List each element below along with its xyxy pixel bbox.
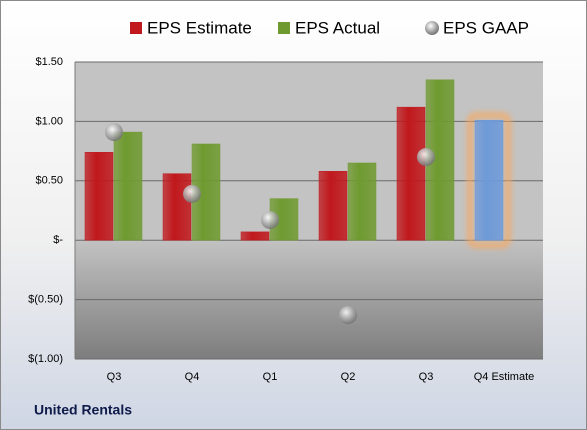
- x-tick-label: Q4 Estimate: [474, 371, 535, 383]
- x-tick-label: Q1: [263, 371, 278, 383]
- bar-glow: [467, 112, 511, 249]
- gaap-marker: [339, 306, 357, 325]
- chart-title: United Rentals: [34, 402, 132, 418]
- gaap-marker: [105, 123, 123, 142]
- bar: [162, 173, 192, 241]
- bar: [84, 152, 114, 241]
- y-tick-label: $(0.50): [28, 294, 63, 306]
- bar: [318, 171, 348, 241]
- bar: [474, 119, 504, 241]
- gaap-marker: [183, 184, 201, 203]
- plot-area-upper: [75, 62, 543, 241]
- bar: [240, 231, 270, 241]
- bar: [347, 162, 377, 241]
- legend-marker: [130, 22, 142, 34]
- y-tick-label: $0.50: [35, 175, 63, 187]
- gaap-marker: [261, 211, 279, 230]
- y-tick-label: $(1.00): [28, 353, 63, 365]
- x-tick-label: Q3: [419, 371, 434, 383]
- y-tick-label: $1.50: [35, 56, 63, 68]
- legend-label: EPS Estimate: [147, 18, 252, 37]
- x-tick-label: Q2: [341, 371, 356, 383]
- x-tick-label: Q3: [107, 371, 122, 383]
- bar: [113, 131, 143, 241]
- x-tick-label: Q4: [185, 371, 200, 383]
- legend-label: EPS Actual: [295, 18, 380, 37]
- gaap-marker: [417, 148, 435, 167]
- y-tick-label: $-: [53, 234, 63, 246]
- legend-label: EPS GAAP: [443, 18, 529, 37]
- y-tick-label: $1.00: [35, 115, 63, 127]
- legend-marker: [425, 21, 439, 35]
- legend-marker: [278, 22, 290, 34]
- bar: [396, 106, 426, 241]
